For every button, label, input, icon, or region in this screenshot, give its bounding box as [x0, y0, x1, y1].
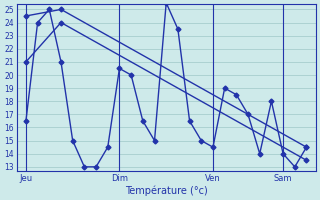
- X-axis label: Température (°c): Température (°c): [125, 185, 208, 196]
